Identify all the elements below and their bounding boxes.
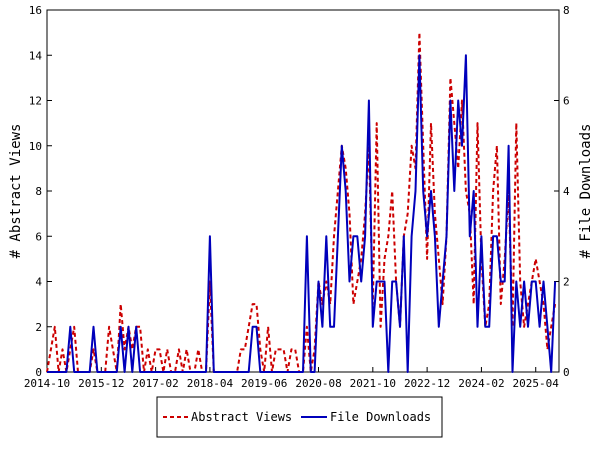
y-axis-right-title: # File Downloads (578, 124, 594, 259)
y-right-tick-label: 8 (563, 4, 570, 17)
legend-label-file-downloads: File Downloads (330, 410, 431, 424)
y-right-tick-label: 0 (563, 366, 570, 379)
y-left-tick-label: 12 (29, 95, 42, 108)
x-tick-label: 2015-12 (78, 377, 124, 390)
y-left-tick-label: 8 (35, 185, 42, 198)
y-left-tick-label: 6 (35, 230, 42, 243)
y-right-tick-label: 4 (563, 185, 570, 198)
plot-frame (46, 9, 560, 373)
y-right-tick-label: 6 (563, 95, 570, 108)
series-line-file-downloads (47, 54, 557, 373)
x-tick-label: 2024-02 (458, 377, 504, 390)
x-tick-label: 2022-12 (404, 377, 450, 390)
x-tick-label: 2019-06 (241, 377, 287, 390)
series-line-abstract-views (46, 31, 557, 373)
legend-box (156, 396, 443, 438)
series-layer (46, 31, 557, 373)
y-left-tick-label: 4 (35, 276, 42, 289)
x-tick-label: 2014-10 (24, 377, 70, 390)
y-right-tick-label: 2 (563, 276, 570, 289)
x-tick-label: 2025-04 (513, 377, 560, 390)
x-tick-label: 2018-04 (187, 377, 234, 390)
x-tick-label: 2017-02 (132, 377, 178, 390)
y-left-tick-label: 14 (29, 49, 43, 62)
x-tick-label: 2020-08 (295, 377, 341, 390)
y-left-tick-label: 2 (35, 321, 42, 334)
x-tick-label: 2021-10 (350, 377, 396, 390)
y-axis-left-title: # Abstract Views (8, 124, 24, 259)
legend-label-abstract-views: Abstract Views (191, 410, 292, 424)
y-left-tick-label: 0 (35, 366, 42, 379)
axis-ticks: 0 2 4 6 8 10 12 14 16 0 2 4 6 8 2014-10 2015-12 2017-02 2… (24, 4, 570, 390)
y-left-tick-label: 10 (29, 140, 42, 153)
legend: Abstract Views File Downloads (156, 396, 443, 438)
y-left-tick-label: 16 (29, 4, 42, 17)
